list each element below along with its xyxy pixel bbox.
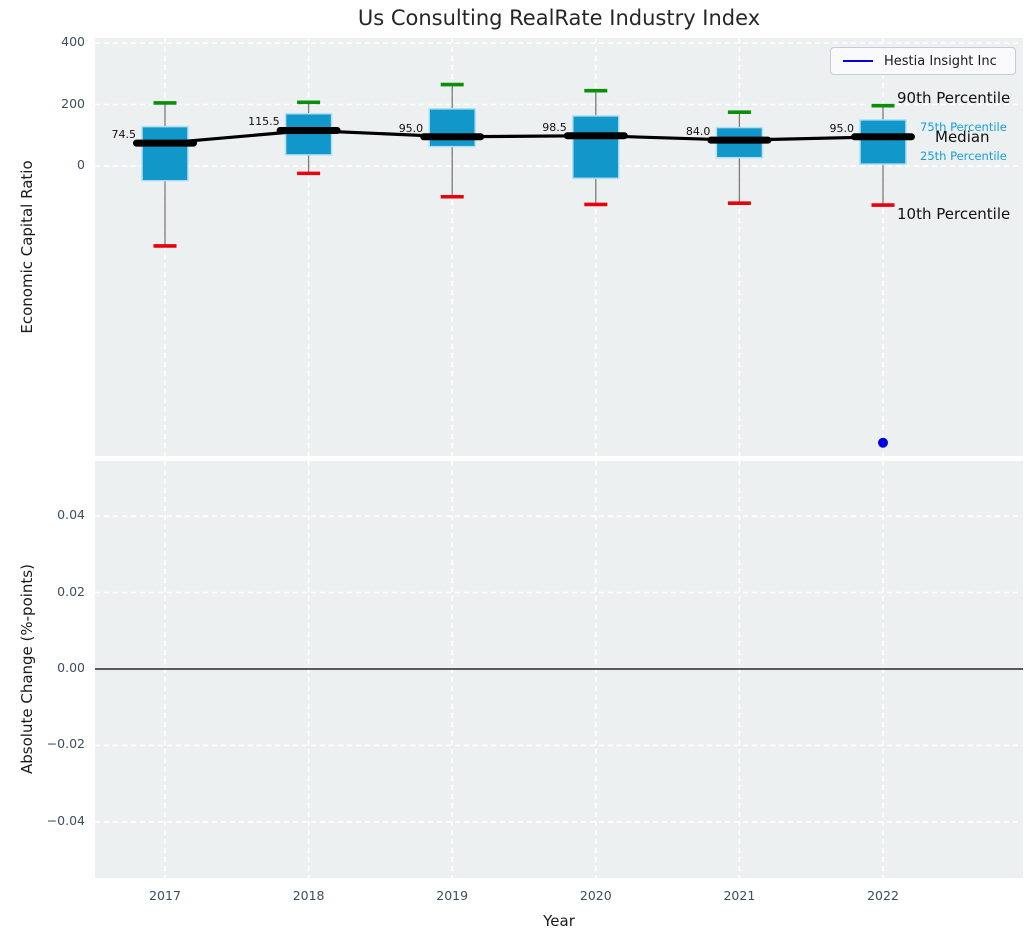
iqr-box — [284, 112, 333, 156]
iqr-box — [141, 125, 189, 182]
annotation-75th-percentile: 75th Percentile — [920, 120, 1007, 134]
y-tick-label: −0.02 — [46, 736, 85, 752]
x-tick-label: 2019 — [436, 888, 469, 903]
median-value-label: 84.0 — [685, 125, 711, 139]
median-value-label: 115.5 — [248, 115, 280, 129]
y-tick-label: 400 — [61, 34, 85, 49]
median-value-label: 98.5 — [542, 120, 567, 134]
iqr-box — [428, 108, 476, 148]
median-bar — [563, 132, 628, 140]
x-axis-label: Year — [543, 912, 575, 930]
legend-label: Hestia Insight Inc — [884, 53, 997, 69]
annotation-10th-percentile: 10th Percentile — [897, 205, 1011, 223]
median-value-label: 95.0 — [829, 121, 855, 135]
x-tick-label: 2020 — [579, 888, 612, 903]
y-tick-label: −0.04 — [46, 812, 85, 828]
annotation-90th-percentile: 90th Percentile — [897, 89, 1011, 107]
y-tick-label: 0.04 — [57, 507, 85, 523]
legend: Hestia Insight Inc — [830, 47, 1016, 75]
median-bar — [133, 139, 197, 147]
x-tick-label: 2018 — [292, 888, 325, 903]
median-bar — [707, 136, 772, 144]
top-y-axis-label: Economic Capital Ratio — [18, 160, 36, 334]
legend-line-sample — [843, 60, 873, 62]
median-bar — [420, 133, 485, 141]
x-tick-label: 2022 — [867, 888, 899, 903]
x-tick-label: 2021 — [723, 888, 756, 903]
iqr-box — [859, 119, 907, 165]
x-tick-label: 2017 — [149, 888, 181, 903]
top-plot-area — [95, 38, 1023, 456]
median-bar — [276, 126, 341, 134]
iqr-box — [572, 115, 620, 180]
median-value-label: 74.5 — [111, 128, 137, 142]
y-tick-label: 0.00 — [57, 660, 85, 675]
chart-title: Us Consulting RealRate Industry Index — [357, 6, 761, 30]
median-value-label: 95.0 — [398, 121, 424, 135]
y-tick-label: 0 — [77, 157, 85, 172]
annotation-25th-percentile: 25th Percentile — [920, 149, 1007, 163]
company-point — [878, 437, 888, 448]
y-tick-label: 200 — [61, 95, 85, 111]
y-tick-label: 0.02 — [57, 583, 85, 599]
annotation-median: Median — [935, 128, 990, 146]
median-bar — [851, 133, 915, 141]
bottom-y-axis-label: Absolute Change (%-points) — [18, 564, 36, 774]
